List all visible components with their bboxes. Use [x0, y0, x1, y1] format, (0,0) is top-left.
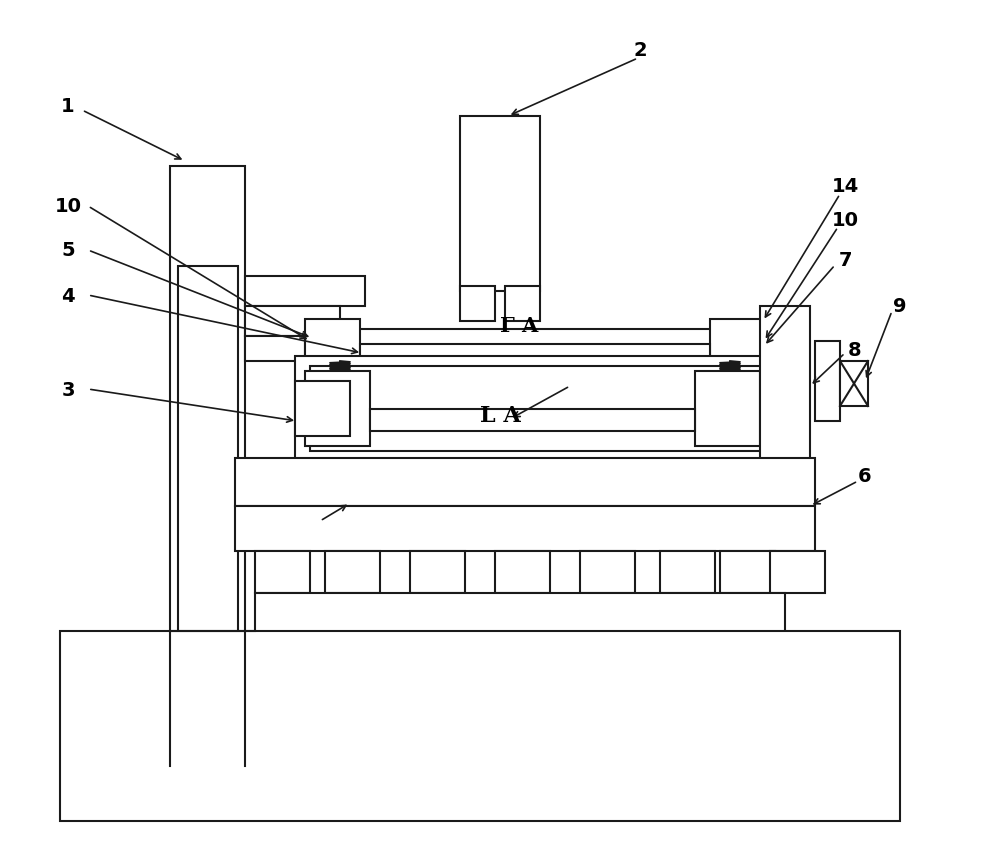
Bar [305, 319, 360, 361]
Text: 10: 10 [832, 212, 858, 231]
Text: 14: 14 [831, 176, 859, 196]
Text: 6: 6 [858, 466, 872, 486]
Bar [245, 336, 305, 361]
Bar [770, 551, 825, 593]
Text: 7: 7 [838, 252, 852, 271]
Bar [310, 329, 760, 351]
Bar [360, 344, 710, 359]
Text: 3: 3 [61, 381, 75, 401]
Bar [370, 409, 695, 431]
Text: 2: 2 [633, 42, 647, 60]
Bar [245, 276, 365, 306]
Bar [495, 551, 550, 593]
Bar [840, 361, 868, 406]
Bar [720, 551, 775, 593]
Bar [255, 593, 785, 633]
Bar [710, 319, 765, 361]
Text: Γ A: Γ A [500, 316, 538, 336]
Text: 8: 8 [848, 341, 862, 361]
Text: 1: 1 [61, 96, 75, 116]
Text: 4: 4 [61, 287, 75, 306]
Bar [660, 551, 715, 593]
Text: 9: 9 [893, 296, 907, 316]
Bar [580, 551, 635, 593]
Text: 10: 10 [54, 197, 82, 215]
Text: 5: 5 [61, 242, 75, 260]
Bar [60, 631, 900, 821]
Bar [310, 366, 770, 451]
Bar [178, 266, 238, 766]
Bar [305, 371, 370, 446]
Bar [460, 116, 540, 291]
Bar [235, 458, 815, 506]
Bar [325, 551, 380, 593]
Bar [255, 551, 310, 593]
Bar [295, 356, 785, 461]
Bar [295, 381, 350, 436]
Bar [460, 286, 495, 321]
Bar [695, 371, 760, 446]
Bar [505, 286, 540, 321]
Text: L A: L A [480, 405, 520, 427]
Bar [245, 306, 340, 336]
Bar [235, 506, 815, 551]
Bar [410, 551, 465, 593]
Bar [170, 166, 245, 766]
Bar [760, 306, 810, 481]
Bar [815, 341, 840, 421]
